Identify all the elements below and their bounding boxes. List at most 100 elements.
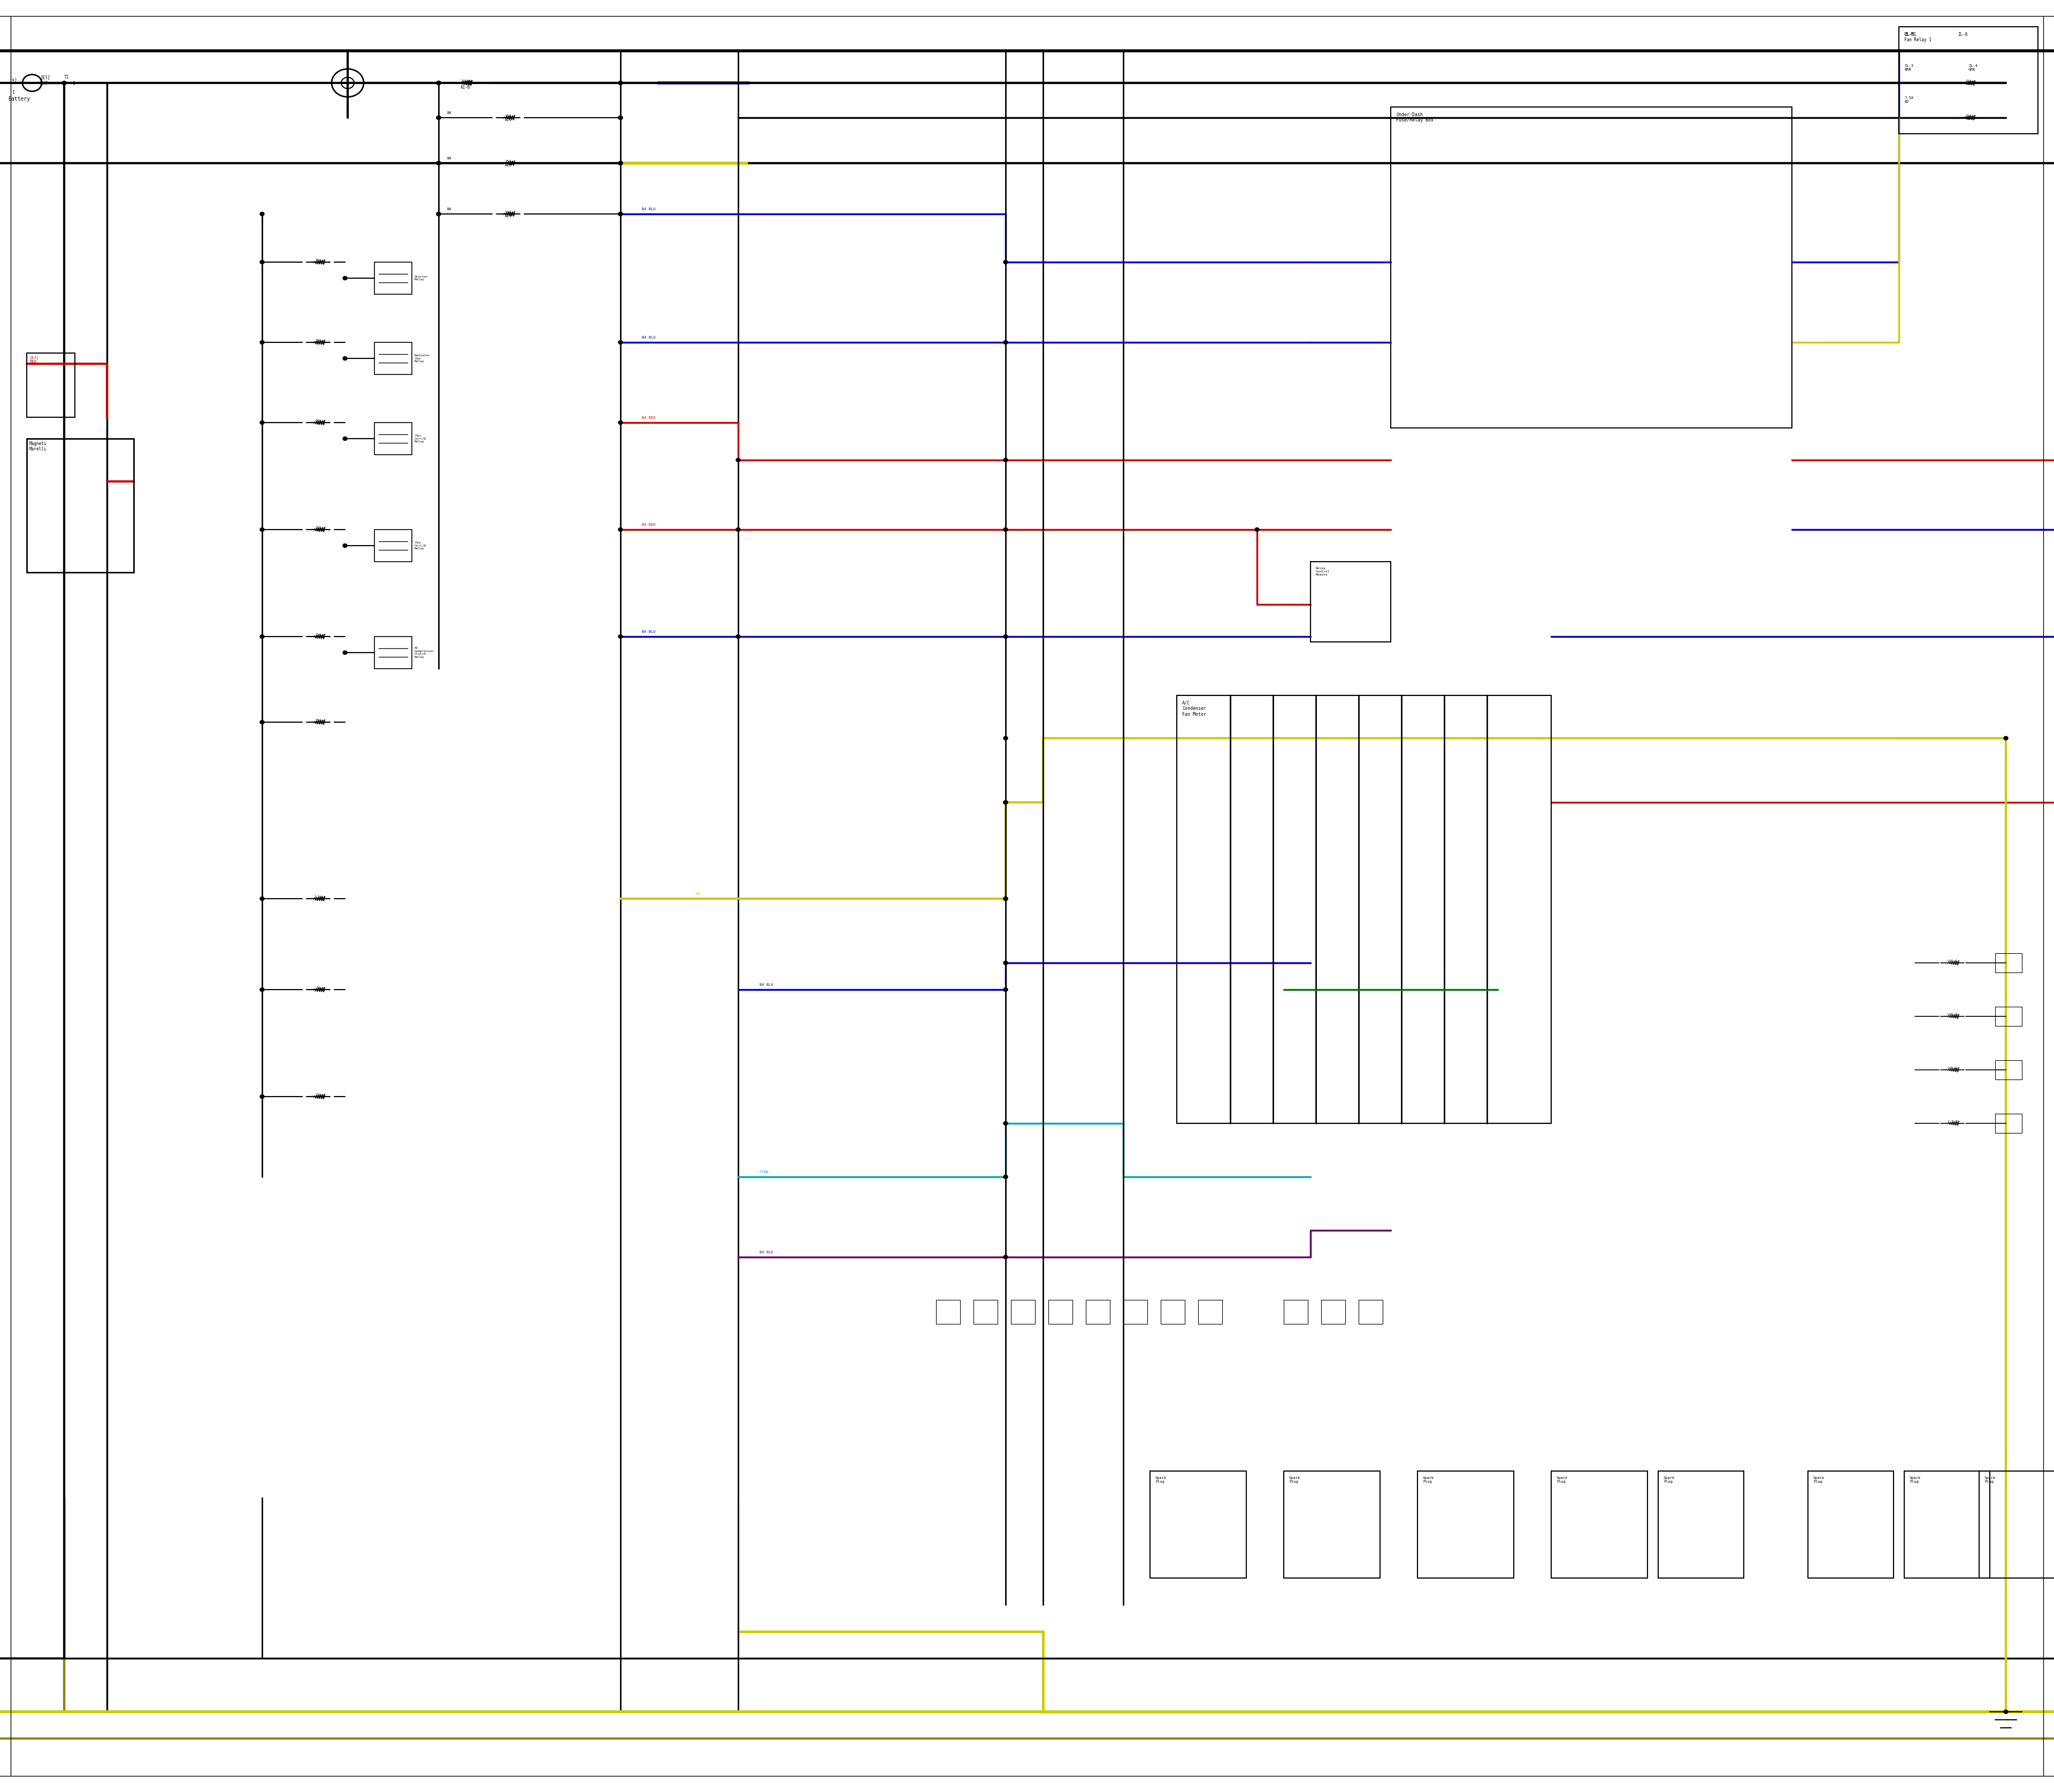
Text: Relay
Control
Module: Relay Control Module (1317, 566, 1329, 575)
Circle shape (261, 340, 265, 344)
Bar (374, 636, 413, 668)
Text: (+): (+) (10, 77, 16, 82)
Text: 1.5 5: 1.5 5 (1947, 1120, 1957, 1124)
Bar (1321, 1299, 1345, 1324)
Text: 15A
A17: 15A A17 (314, 633, 320, 640)
Circle shape (2005, 737, 2009, 740)
Bar (374, 423, 413, 455)
Text: Spark
Plug: Spark Plug (1423, 1477, 1434, 1484)
Text: IL-5: IL-5 (1904, 32, 1914, 38)
Text: IL-6: IL-6 (1957, 32, 1968, 38)
Circle shape (618, 161, 622, 165)
Circle shape (735, 459, 739, 462)
Circle shape (343, 650, 347, 654)
Circle shape (618, 116, 622, 120)
Text: Spark
Plug: Spark Plug (1814, 1477, 1824, 1484)
Circle shape (735, 527, 739, 532)
Bar (1417, 1471, 1514, 1579)
Bar (974, 1299, 998, 1324)
Bar (374, 530, 413, 561)
Circle shape (1004, 1176, 1009, 1179)
Bar (1048, 1299, 1072, 1324)
Circle shape (1004, 260, 1009, 263)
Bar (27, 353, 74, 418)
Text: A/C
Condenser
Fan Motor: A/C Condenser Fan Motor (1183, 701, 1206, 717)
Circle shape (618, 211, 622, 215)
Circle shape (618, 81, 622, 84)
Text: Battery: Battery (8, 97, 31, 102)
Text: WHT: WHT (41, 81, 47, 86)
Text: B4 RED: B4 RED (641, 523, 655, 527)
Bar (27, 439, 134, 572)
Text: 30A
A30: 30A A30 (314, 719, 320, 724)
Text: Starter
Relay: Starter Relay (415, 276, 429, 281)
Circle shape (1004, 961, 1009, 964)
Text: IL-3
BRN: IL-3 BRN (1904, 65, 1914, 72)
Circle shape (435, 161, 442, 165)
Circle shape (1004, 801, 1009, 805)
Circle shape (435, 211, 442, 215)
Text: Spark
Plug: Spark Plug (1557, 1477, 1567, 1484)
Text: 1: 1 (72, 81, 74, 86)
Bar (1177, 695, 1551, 1124)
Text: B4 BLU: B4 BLU (641, 631, 655, 633)
Circle shape (261, 720, 265, 724)
Text: Spark
Plug: Spark Plug (1910, 1477, 1920, 1484)
Bar (1994, 953, 2021, 973)
Circle shape (1004, 340, 1009, 344)
Text: G5-M1
Fan Relay 1: G5-M1 Fan Relay 1 (1904, 32, 1931, 43)
Text: 1: 1 (12, 90, 14, 95)
Text: 15A
A22: 15A A22 (505, 159, 511, 167)
Text: [El]: [El] (41, 75, 49, 79)
Text: Spark
Plug: Spark Plug (1290, 1477, 1300, 1484)
Text: YEL: YEL (696, 892, 702, 896)
Circle shape (1004, 527, 1009, 532)
Bar (1161, 1299, 1185, 1324)
Circle shape (435, 116, 442, 120)
Bar (374, 342, 413, 375)
Bar (1011, 1299, 1035, 1324)
Circle shape (343, 276, 347, 280)
Text: T1: T1 (64, 75, 70, 79)
Text: 30A
A20: 30A A20 (314, 258, 320, 265)
Text: 15A
A2: 15A A2 (1966, 115, 1972, 120)
Bar (374, 262, 413, 294)
Bar (1808, 1471, 1894, 1579)
Bar (1177, 695, 1551, 1124)
Circle shape (1004, 737, 1009, 740)
Text: B4 BLU: B4 BLU (641, 208, 655, 211)
Circle shape (618, 211, 622, 215)
Circle shape (435, 116, 442, 120)
Text: 100A
A1-6: 100A A1-6 (460, 79, 470, 90)
Circle shape (618, 340, 622, 344)
Bar (1310, 561, 1391, 642)
Circle shape (1004, 987, 1009, 991)
Circle shape (1004, 459, 1009, 462)
Bar (1994, 1113, 2021, 1133)
Bar (1898, 27, 2038, 134)
Text: Fan
Ctrl/D
Relay: Fan Ctrl/D Relay (415, 541, 427, 550)
Circle shape (1255, 527, 1259, 532)
Text: Radiator
Fan
Relay: Radiator Fan Relay (415, 355, 431, 362)
Bar (1980, 1471, 2054, 1579)
Circle shape (435, 161, 442, 165)
Circle shape (435, 211, 442, 215)
Circle shape (261, 421, 265, 425)
Circle shape (618, 421, 622, 425)
Text: IL-4
GRN: IL-4 GRN (1968, 65, 1978, 72)
Circle shape (618, 81, 622, 84)
Text: 10A
A23: 10A A23 (505, 211, 511, 217)
Text: B4 BLU: B4 BLU (760, 984, 772, 986)
Circle shape (2005, 1710, 2009, 1713)
Circle shape (735, 634, 739, 638)
Circle shape (343, 543, 347, 548)
Text: LAR-C: LAR-C (1947, 961, 1957, 962)
Text: B4: B4 (446, 156, 452, 159)
Bar (1284, 1471, 1380, 1579)
Bar (1904, 1471, 1990, 1579)
Text: 30A
A21: 30A A21 (314, 339, 320, 344)
Bar (1391, 108, 1791, 428)
Text: Magneti
Marelli: Magneti Marelli (29, 441, 47, 452)
Text: AC
Compressor
Clutch
Relay: AC Compressor Clutch Relay (415, 647, 435, 659)
Circle shape (261, 634, 265, 638)
